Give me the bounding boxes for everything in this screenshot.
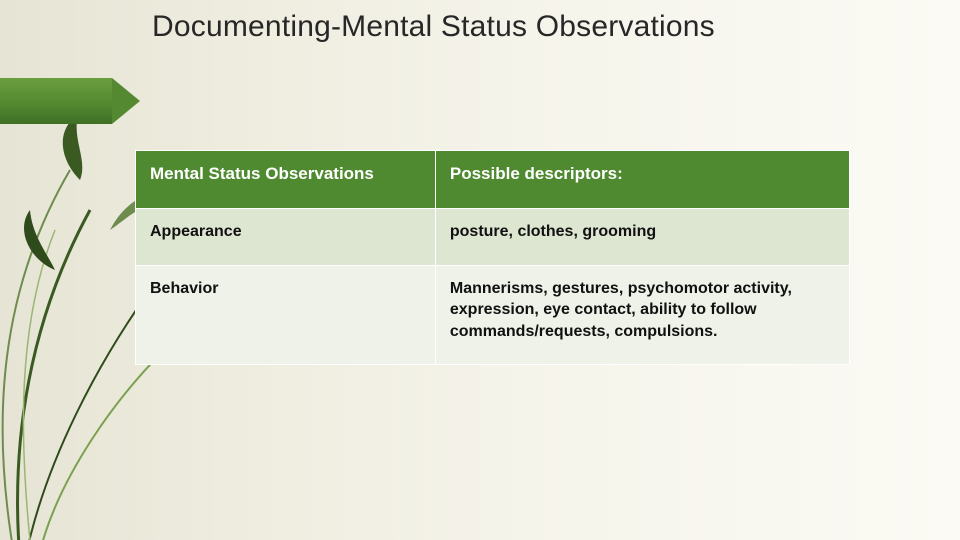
table-header-row: Mental Status Observations Possible desc… <box>136 151 850 209</box>
table-cell: Appearance <box>136 208 436 265</box>
table-row: Behavior Mannerisms, gestures, psychomot… <box>136 265 850 365</box>
slide: Documenting-Mental Status Observations M… <box>0 0 960 540</box>
table-cell: Behavior <box>136 265 436 365</box>
table-cell: posture, clothes, grooming <box>435 208 849 265</box>
accent-arrow <box>0 78 140 124</box>
observations-table: Mental Status Observations Possible desc… <box>135 150 850 365</box>
table-cell: Mannerisms, gestures, psychomotor activi… <box>435 265 849 365</box>
table-row: Appearance posture, clothes, grooming <box>136 208 850 265</box>
table-header-cell: Possible descriptors: <box>435 151 849 209</box>
table-header-cell: Mental Status Observations <box>136 151 436 209</box>
page-title: Documenting-Mental Status Observations <box>152 10 715 44</box>
